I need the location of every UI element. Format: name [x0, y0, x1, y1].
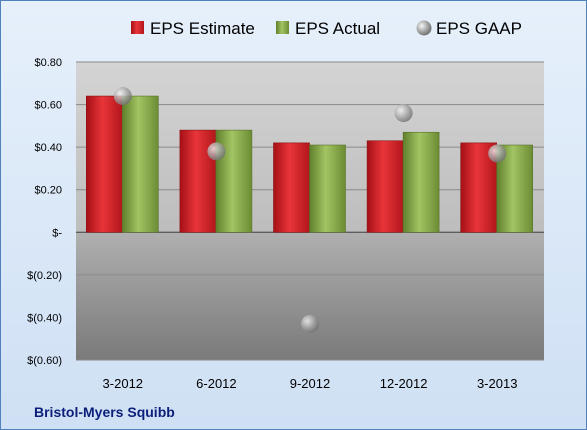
- plot-area-negative: [76, 232, 544, 360]
- y-tick-label: $-: [52, 227, 62, 239]
- y-tick-label: $(0.60): [27, 355, 62, 367]
- y-tick-label: $(0.40): [27, 312, 62, 324]
- legend-swatch: [416, 20, 432, 36]
- company-name: Bristol-Myers Squibb: [34, 404, 175, 420]
- x-tick-label: 3-2013: [477, 376, 517, 391]
- x-tick-label: 3-2012: [103, 376, 143, 391]
- point-eps-gaap: [394, 104, 413, 123]
- y-tick-label: $0.20: [34, 185, 62, 197]
- bar-eps-actual: [122, 95, 159, 233]
- y-tick-label: $0.80: [34, 57, 62, 69]
- legend-swatch: [131, 21, 144, 34]
- bar-eps-estimate: [273, 142, 310, 233]
- x-tick-label: 6-2012: [196, 376, 236, 391]
- y-tick-label: $0.40: [34, 142, 62, 154]
- bar-eps-actual: [402, 131, 440, 233]
- legend-label: EPS Actual: [295, 19, 380, 38]
- legend: EPS Estimate EPS Actual EPS GAAP: [131, 19, 522, 38]
- bar-eps-estimate: [86, 95, 123, 233]
- legend-label: EPS GAAP: [436, 19, 522, 38]
- point-eps-gaap: [113, 87, 132, 106]
- point-eps-gaap: [488, 144, 507, 163]
- x-tick-label: 12-2012: [380, 376, 428, 391]
- legend-label: EPS Estimate: [150, 19, 255, 38]
- y-tick-label: $0.60: [34, 100, 62, 112]
- bar-eps-estimate: [366, 140, 404, 233]
- point-eps-gaap: [207, 142, 226, 161]
- legend-swatch: [276, 21, 289, 34]
- point-eps-gaap: [301, 314, 319, 333]
- x-tick-label: 9-2012: [290, 376, 330, 391]
- y-tick-label: $(0.20): [27, 270, 62, 282]
- bar-eps-actual: [309, 144, 346, 233]
